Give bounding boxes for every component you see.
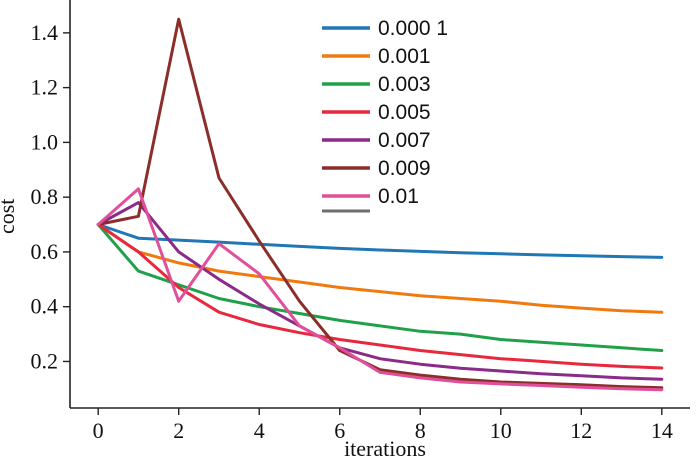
series-line-3	[96, 223, 664, 352]
legend-label: 0.000 1	[378, 17, 448, 40]
y-tick-label: 1.4	[31, 20, 59, 45]
series-line-1	[96, 223, 664, 259]
legend-label: 0.003	[378, 73, 431, 96]
x-tick-label: 4	[254, 418, 265, 443]
y-tick-label: 0.4	[31, 294, 59, 319]
y-tick-label: 0.2	[31, 348, 59, 373]
series-lines	[96, 17, 664, 392]
series-line-6	[96, 17, 664, 390]
x-tick-label: 10	[490, 418, 512, 443]
y-axis-label: cost	[0, 199, 19, 234]
x-tick-label: 14	[651, 418, 673, 443]
legend: 0.000 1 0.001 0.003 0.005 0.007 0.009 0.01	[322, 17, 448, 213]
series-line-4	[96, 223, 664, 370]
legend-label: 0.009	[378, 157, 431, 180]
x-tick-label: 8	[415, 418, 426, 443]
x-tick-label: 12	[570, 418, 592, 443]
y-tick-label: 1.2	[31, 75, 59, 100]
legend-label: 0.007	[378, 129, 431, 152]
legend-label: 0.01	[378, 185, 419, 208]
y-tick-label: 1.0	[31, 129, 59, 154]
series-line-2	[96, 223, 664, 314]
y-tick-label: 0.8	[31, 184, 59, 209]
x-tick-label: 2	[173, 418, 184, 443]
series-line-7	[96, 187, 664, 392]
legend-label: 0.001	[378, 45, 431, 68]
x-tick-label: 6	[334, 418, 345, 443]
x-axis-label: iterations	[344, 436, 426, 459]
legend-label: 0.005	[378, 101, 431, 124]
axes	[69, 0, 690, 409]
x-tick-label: 0	[93, 418, 104, 443]
y-tick-label: 0.6	[31, 239, 59, 264]
series-line-5	[96, 201, 664, 381]
ticks: 0 2 4 6 8 10 12 14 0.2 0.4 0.6 0.8 1.0 1.2 1.4	[31, 20, 673, 443]
